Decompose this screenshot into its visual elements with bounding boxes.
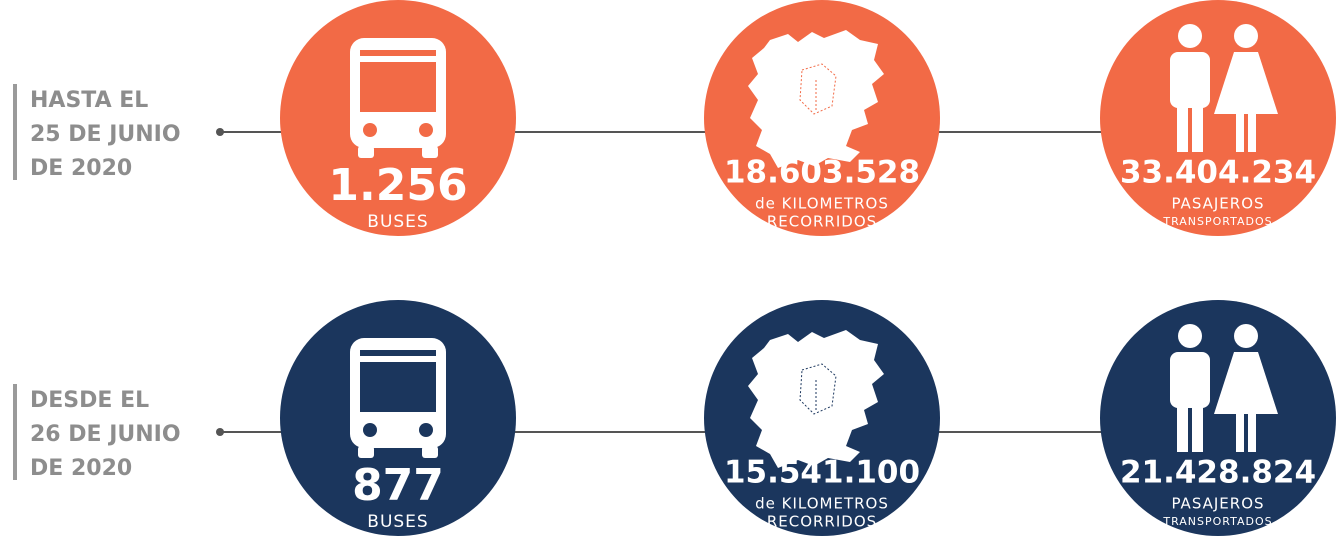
man-body: [1170, 52, 1210, 108]
man-head: [1178, 324, 1202, 348]
man-leg: [1177, 104, 1188, 152]
stat-caption: RECORRIDOS: [767, 213, 877, 231]
stat-caption: PASAJEROS: [1171, 195, 1264, 213]
stat-caption: BUSES: [367, 212, 428, 232]
stat-caption: TRANSPORTADOS: [1162, 215, 1272, 228]
map-icon: [748, 330, 884, 468]
bus-light: [419, 423, 433, 437]
map-icon: [748, 30, 884, 168]
bus-stripe: [360, 50, 436, 56]
bus-wheel: [422, 146, 438, 158]
bus-stripe: [360, 350, 436, 356]
stat-value: 877: [352, 460, 444, 511]
man-leg: [1192, 104, 1203, 152]
stat-value: 21.428.824: [1120, 455, 1316, 491]
map-districts: [799, 363, 837, 415]
woman-dress: [1214, 52, 1278, 114]
bus-window: [360, 62, 436, 112]
woman-head: [1234, 24, 1258, 48]
stat-caption: BUSES: [367, 512, 428, 532]
man-head: [1178, 24, 1202, 48]
row-label: HASTA EL: [30, 88, 148, 113]
row-label: DESDE EL: [30, 388, 149, 413]
stat-value: 33.404.234: [1120, 155, 1316, 191]
stat-caption: PASAJEROS: [1171, 495, 1264, 513]
woman-head: [1234, 324, 1258, 348]
bus-wheel: [358, 446, 374, 458]
man-leg: [1192, 404, 1203, 452]
connector-dot: [216, 428, 224, 436]
bus-light: [363, 423, 377, 437]
man-body: [1170, 352, 1210, 408]
row-label: 26 DE JUNIO: [30, 422, 181, 447]
stat-value: 1.256: [328, 160, 467, 211]
bus-wheel: [358, 146, 374, 158]
stat-caption: TRANSPORTADOS: [1162, 515, 1272, 528]
stat-circle: [1100, 0, 1336, 236]
map-districts: [799, 63, 837, 115]
row-label: 25 DE JUNIO: [30, 122, 181, 147]
label-bar: [13, 384, 17, 480]
row-label: DE 2020: [30, 456, 132, 481]
stat-circle: [1100, 300, 1336, 536]
bus-light: [363, 123, 377, 137]
label-bar: [13, 84, 17, 180]
connector-dot: [216, 128, 224, 136]
stat-caption: de KILOMETROS: [755, 195, 889, 213]
bus-light: [419, 123, 433, 137]
stat-value: 15.541.100: [724, 455, 920, 491]
woman-leg: [1236, 412, 1244, 452]
woman-leg: [1236, 112, 1244, 152]
stat-value: 18.603.528: [724, 155, 920, 191]
woman-leg: [1248, 412, 1256, 452]
woman-leg: [1248, 112, 1256, 152]
bus-window: [360, 362, 436, 412]
woman-dress: [1214, 352, 1278, 414]
stat-caption: RECORRIDOS: [767, 513, 877, 531]
row-label: DE 2020: [30, 156, 132, 181]
bus-wheel: [422, 446, 438, 458]
man-leg: [1177, 404, 1188, 452]
stat-caption: de KILOMETROS: [755, 495, 889, 513]
